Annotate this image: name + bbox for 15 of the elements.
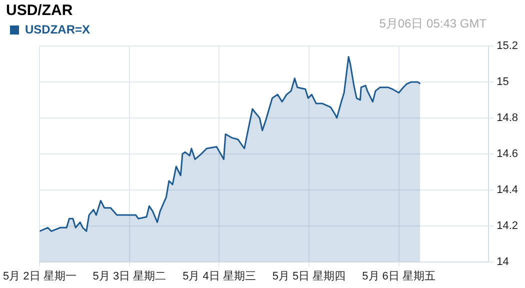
- x-tick-label: 5月 3日 星期二: [92, 270, 166, 282]
- y-tick-label: 14.6: [496, 148, 518, 160]
- x-tick-label: 5月 6日 星期五: [362, 270, 436, 282]
- y-tick-label: 15: [496, 76, 509, 88]
- y-tick-label: 14.2: [496, 220, 518, 232]
- y-tick-label: 14.4: [496, 184, 518, 196]
- x-tick-label: 5月 2日 星期一: [2, 270, 76, 282]
- y-tick-label: 14: [496, 256, 509, 268]
- y-tick-label: 15.2: [496, 40, 518, 52]
- y-tick-label: 14.8: [496, 112, 518, 124]
- chart-title: USD/ZAR: [6, 2, 73, 20]
- text: 5月06日 05:43 GMT: [379, 16, 488, 30]
- x-tick-label: 5月 4日 星期三: [182, 270, 256, 282]
- legend-label: USDZAR=X: [25, 22, 90, 36]
- x-tick-label: 5月 5日 星期四: [272, 270, 346, 282]
